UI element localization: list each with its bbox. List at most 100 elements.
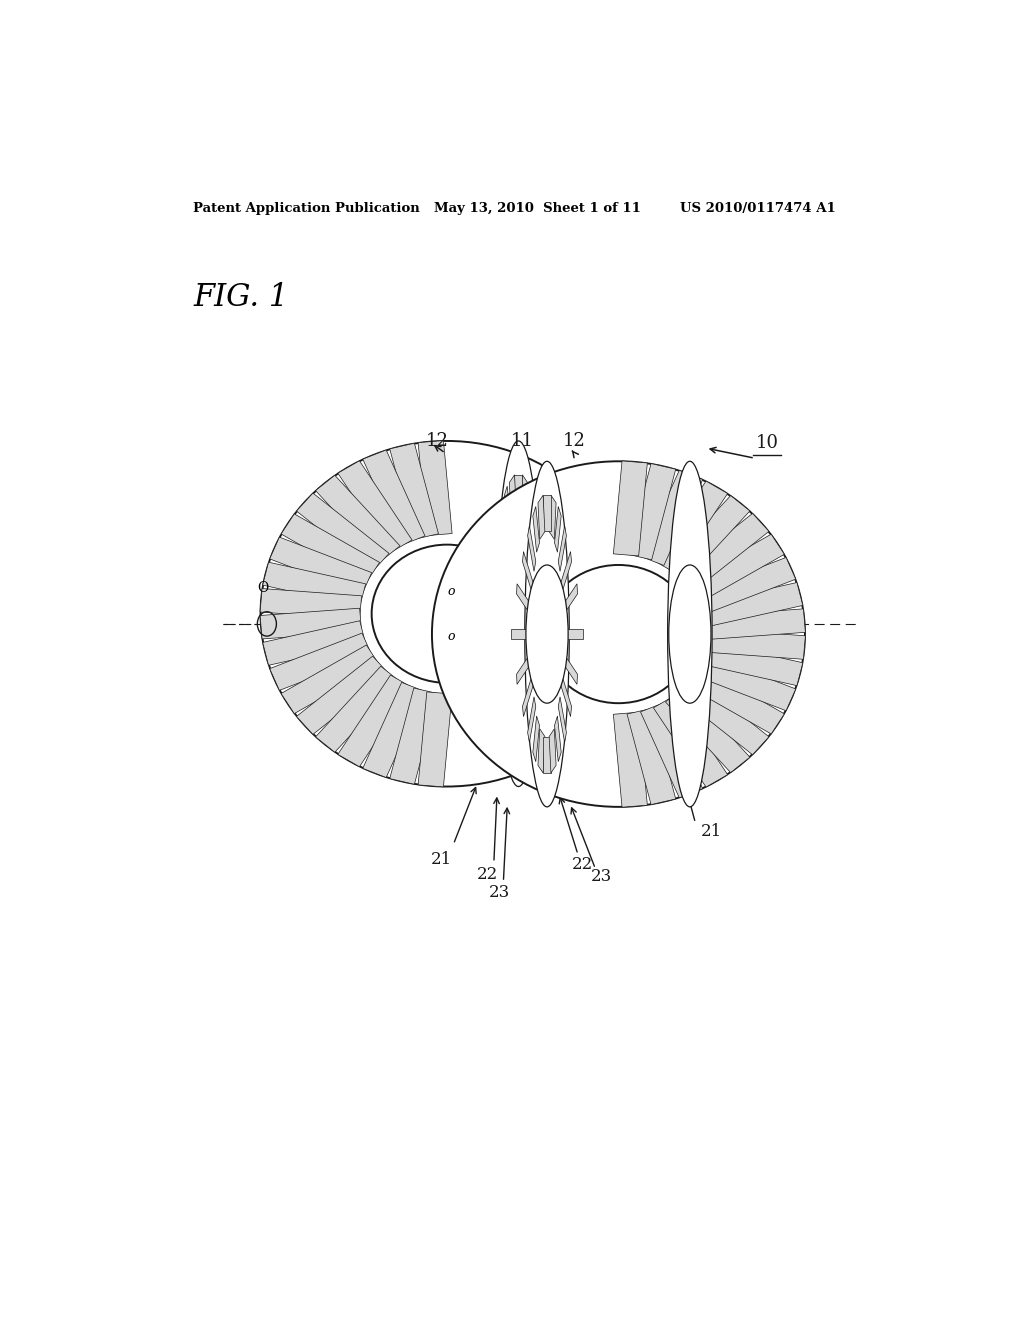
Polygon shape: [703, 609, 805, 640]
Polygon shape: [532, 715, 540, 762]
Text: O: O: [257, 581, 268, 595]
Polygon shape: [686, 535, 784, 603]
Polygon shape: [549, 495, 556, 540]
Polygon shape: [362, 450, 425, 545]
Text: o: o: [447, 585, 455, 598]
Polygon shape: [531, 652, 543, 696]
Text: 23: 23: [591, 869, 612, 886]
Polygon shape: [522, 672, 535, 717]
Polygon shape: [263, 620, 366, 665]
Polygon shape: [529, 676, 538, 722]
Polygon shape: [418, 692, 453, 787]
Text: US 2010/0117474 A1: US 2010/0117474 A1: [680, 202, 836, 215]
Polygon shape: [520, 475, 527, 519]
Text: FIG. 1: FIG. 1: [194, 282, 289, 313]
Polygon shape: [538, 495, 545, 540]
Polygon shape: [640, 470, 702, 565]
Polygon shape: [315, 667, 400, 752]
Polygon shape: [504, 486, 511, 532]
Polygon shape: [532, 507, 540, 552]
Text: 23: 23: [488, 884, 510, 900]
Text: May 13, 2010  Sheet 1 of 11: May 13, 2010 Sheet 1 of 11: [433, 202, 640, 215]
Polygon shape: [338, 675, 412, 767]
Polygon shape: [560, 552, 571, 595]
Polygon shape: [509, 709, 516, 752]
Polygon shape: [694, 653, 796, 710]
Polygon shape: [677, 676, 769, 755]
Ellipse shape: [497, 441, 541, 787]
Polygon shape: [666, 686, 750, 772]
Text: Patent Application Publication: Patent Application Publication: [194, 202, 420, 215]
Polygon shape: [362, 682, 425, 777]
Text: 22: 22: [477, 866, 498, 883]
Ellipse shape: [543, 565, 694, 704]
Polygon shape: [527, 697, 536, 742]
Polygon shape: [677, 513, 769, 591]
Polygon shape: [526, 486, 532, 532]
Polygon shape: [686, 665, 784, 734]
Polygon shape: [640, 702, 702, 797]
Polygon shape: [315, 475, 400, 561]
Polygon shape: [543, 495, 551, 532]
Polygon shape: [494, 652, 506, 696]
Text: o: o: [447, 630, 455, 643]
Polygon shape: [549, 729, 556, 774]
Polygon shape: [494, 531, 506, 576]
Polygon shape: [514, 717, 522, 752]
Ellipse shape: [668, 461, 712, 807]
Polygon shape: [488, 626, 507, 664]
Polygon shape: [282, 645, 380, 714]
Polygon shape: [514, 474, 522, 511]
Polygon shape: [666, 495, 750, 582]
Polygon shape: [282, 513, 380, 582]
Polygon shape: [555, 507, 561, 552]
Polygon shape: [627, 709, 676, 805]
Polygon shape: [555, 715, 561, 762]
Polygon shape: [338, 461, 412, 553]
Polygon shape: [531, 531, 543, 576]
Ellipse shape: [432, 461, 805, 807]
Ellipse shape: [432, 461, 805, 807]
Text: 12: 12: [562, 432, 586, 450]
Text: 21: 21: [700, 822, 722, 840]
Polygon shape: [509, 475, 516, 519]
Polygon shape: [694, 557, 796, 615]
Ellipse shape: [526, 565, 568, 704]
Polygon shape: [511, 630, 540, 639]
Ellipse shape: [498, 545, 540, 682]
Polygon shape: [560, 672, 571, 717]
Polygon shape: [543, 737, 551, 774]
Polygon shape: [529, 564, 549, 602]
Text: 22: 22: [571, 857, 593, 874]
Polygon shape: [529, 506, 538, 550]
Polygon shape: [613, 461, 647, 556]
Polygon shape: [499, 506, 507, 550]
Polygon shape: [418, 441, 453, 536]
Polygon shape: [653, 480, 728, 573]
Polygon shape: [627, 463, 676, 560]
Polygon shape: [488, 564, 507, 602]
Polygon shape: [699, 642, 803, 685]
Polygon shape: [263, 562, 366, 607]
Polygon shape: [699, 582, 803, 627]
Polygon shape: [526, 696, 532, 742]
Polygon shape: [558, 697, 566, 742]
Polygon shape: [269, 537, 372, 594]
Polygon shape: [522, 552, 535, 595]
Ellipse shape: [524, 461, 569, 807]
Text: 12: 12: [426, 432, 449, 450]
Text: 10: 10: [756, 434, 778, 451]
Polygon shape: [529, 626, 549, 664]
Polygon shape: [516, 647, 536, 684]
Polygon shape: [390, 688, 438, 784]
Polygon shape: [482, 609, 511, 619]
Ellipse shape: [669, 565, 711, 704]
Polygon shape: [558, 647, 578, 684]
Ellipse shape: [260, 441, 634, 787]
Polygon shape: [558, 525, 566, 572]
Polygon shape: [538, 729, 545, 774]
Polygon shape: [554, 630, 583, 639]
Polygon shape: [390, 444, 438, 540]
Polygon shape: [504, 696, 511, 742]
Polygon shape: [297, 494, 389, 572]
